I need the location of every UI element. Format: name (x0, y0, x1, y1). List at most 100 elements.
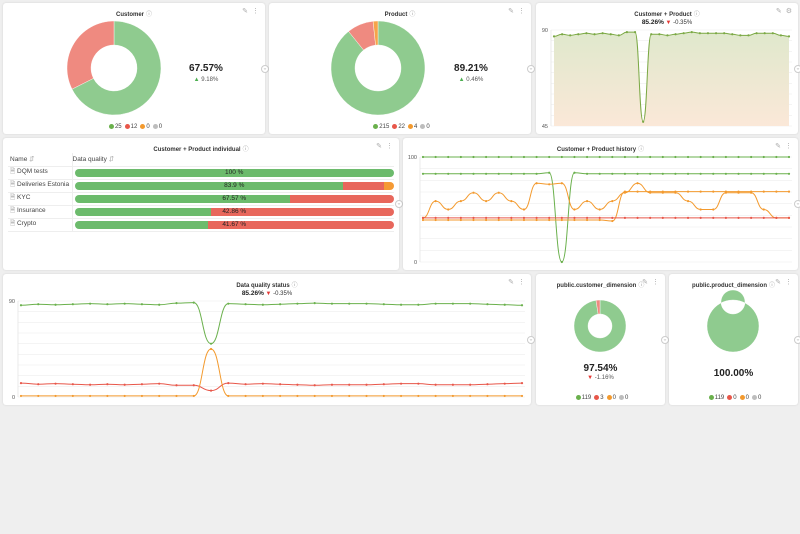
info-icon[interactable]: ⓘ (291, 283, 298, 289)
data-point[interactable] (313, 302, 316, 305)
data-point[interactable] (175, 394, 178, 398)
data-point[interactable] (522, 155, 526, 159)
data-point[interactable] (486, 394, 489, 398)
data-point[interactable] (569, 34, 572, 37)
data-point[interactable] (19, 394, 23, 398)
data-point[interactable] (561, 33, 564, 36)
data-point[interactable] (649, 190, 652, 193)
data-point[interactable] (661, 190, 664, 193)
data-point[interactable] (158, 382, 161, 385)
table-row[interactable]: 🗎 Insurance 42.86 % (8, 205, 394, 219)
data-point[interactable] (399, 382, 403, 385)
data-point[interactable] (712, 172, 715, 175)
data-point[interactable] (510, 216, 513, 219)
data-point[interactable] (19, 304, 23, 307)
data-point[interactable] (787, 155, 791, 159)
data-point[interactable] (535, 172, 538, 175)
data-point[interactable] (330, 394, 334, 398)
name-cell[interactable]: 🗎 DQM tests (8, 166, 73, 180)
more-icon[interactable]: ⋮ (785, 279, 792, 286)
data-point[interactable] (548, 155, 551, 159)
data-point[interactable] (690, 31, 693, 34)
data-point[interactable] (434, 302, 437, 305)
data-point[interactable] (636, 182, 639, 185)
data-point[interactable] (421, 218, 425, 222)
data-point[interactable] (642, 120, 645, 123)
series-line-deliveries-estonia[interactable] (423, 172, 789, 263)
data-point[interactable] (227, 382, 230, 385)
data-point[interactable] (348, 383, 351, 386)
name-cell[interactable]: 🗎 KYC (8, 192, 73, 206)
data-point[interactable] (573, 218, 576, 222)
data-point[interactable] (731, 33, 734, 36)
data-point[interactable] (650, 33, 653, 36)
data-point[interactable] (365, 302, 368, 305)
data-point[interactable] (261, 303, 264, 306)
data-point[interactable] (598, 172, 601, 175)
data-point[interactable] (548, 218, 551, 222)
series-line-failed[interactable] (20, 382, 523, 392)
column-header-name[interactable]: Name ⇵ (8, 153, 73, 167)
data-point[interactable] (520, 304, 524, 307)
more-icon[interactable]: ⋮ (785, 143, 792, 150)
data-point[interactable] (313, 384, 316, 387)
data-point[interactable] (750, 190, 753, 193)
data-point[interactable] (421, 216, 425, 219)
data-point[interactable] (472, 172, 475, 175)
data-point[interactable] (469, 394, 472, 398)
edit-icon[interactable]: ✎ (508, 8, 514, 15)
name-cell[interactable]: 🗎 Insurance (8, 205, 73, 219)
data-point[interactable] (175, 384, 178, 387)
data-point[interactable] (609, 33, 612, 36)
data-point[interactable] (485, 155, 488, 159)
data-point[interactable] (279, 303, 282, 306)
sort-icon[interactable]: ⇵ (29, 156, 35, 164)
data-point[interactable] (699, 172, 702, 175)
data-point[interactable] (573, 208, 576, 211)
data-point[interactable] (658, 33, 661, 36)
data-point[interactable] (71, 383, 74, 386)
info-icon[interactable]: ⓘ (769, 283, 776, 289)
data-point[interactable] (486, 383, 489, 386)
data-point[interactable] (209, 347, 213, 351)
data-point[interactable] (560, 216, 563, 219)
data-point[interactable] (296, 383, 299, 386)
name-cell[interactable]: 🗎 Crypto (8, 218, 73, 232)
edit-icon[interactable]: ✎ (376, 143, 382, 150)
pie-slice-passed[interactable] (330, 20, 426, 116)
data-point[interactable] (497, 191, 500, 194)
edit-icon[interactable]: ✎ (508, 279, 514, 286)
data-point[interactable] (279, 383, 282, 386)
data-point[interactable] (192, 301, 195, 304)
more-icon[interactable]: ⋮ (518, 8, 525, 15)
series-line-insurance[interactable] (423, 191, 790, 222)
pie-slice-passed[interactable] (706, 289, 760, 353)
data-point[interactable] (503, 303, 506, 306)
data-point[interactable] (548, 216, 551, 219)
resize-handle[interactable]: ‹› (261, 64, 269, 73)
data-point[interactable] (636, 172, 639, 175)
data-point[interactable] (674, 33, 677, 36)
data-point[interactable] (750, 216, 753, 219)
data-point[interactable] (459, 200, 462, 203)
data-point[interactable] (747, 34, 750, 37)
resize-handle[interactable]: ‹› (794, 64, 800, 73)
data-point[interactable] (434, 216, 437, 219)
data-point[interactable] (762, 216, 765, 219)
data-point[interactable] (724, 172, 727, 175)
pie-slice-failed[interactable] (595, 299, 601, 315)
pie-slice-passed[interactable] (573, 299, 627, 353)
name-cell[interactable]: 🗎 Deliveries Estonia (8, 179, 73, 193)
data-point[interactable] (348, 394, 351, 398)
data-point[interactable] (54, 394, 57, 398)
data-point[interactable] (611, 216, 614, 219)
more-icon[interactable]: ⋮ (252, 8, 259, 15)
data-point[interactable] (666, 34, 669, 37)
data-point[interactable] (365, 394, 368, 398)
data-point[interactable] (503, 394, 506, 398)
data-point[interactable] (636, 190, 639, 193)
resize-handle[interactable]: ‹› (527, 64, 535, 73)
data-point[interactable] (522, 216, 526, 219)
data-point[interactable] (762, 208, 765, 211)
data-point[interactable] (598, 208, 601, 211)
